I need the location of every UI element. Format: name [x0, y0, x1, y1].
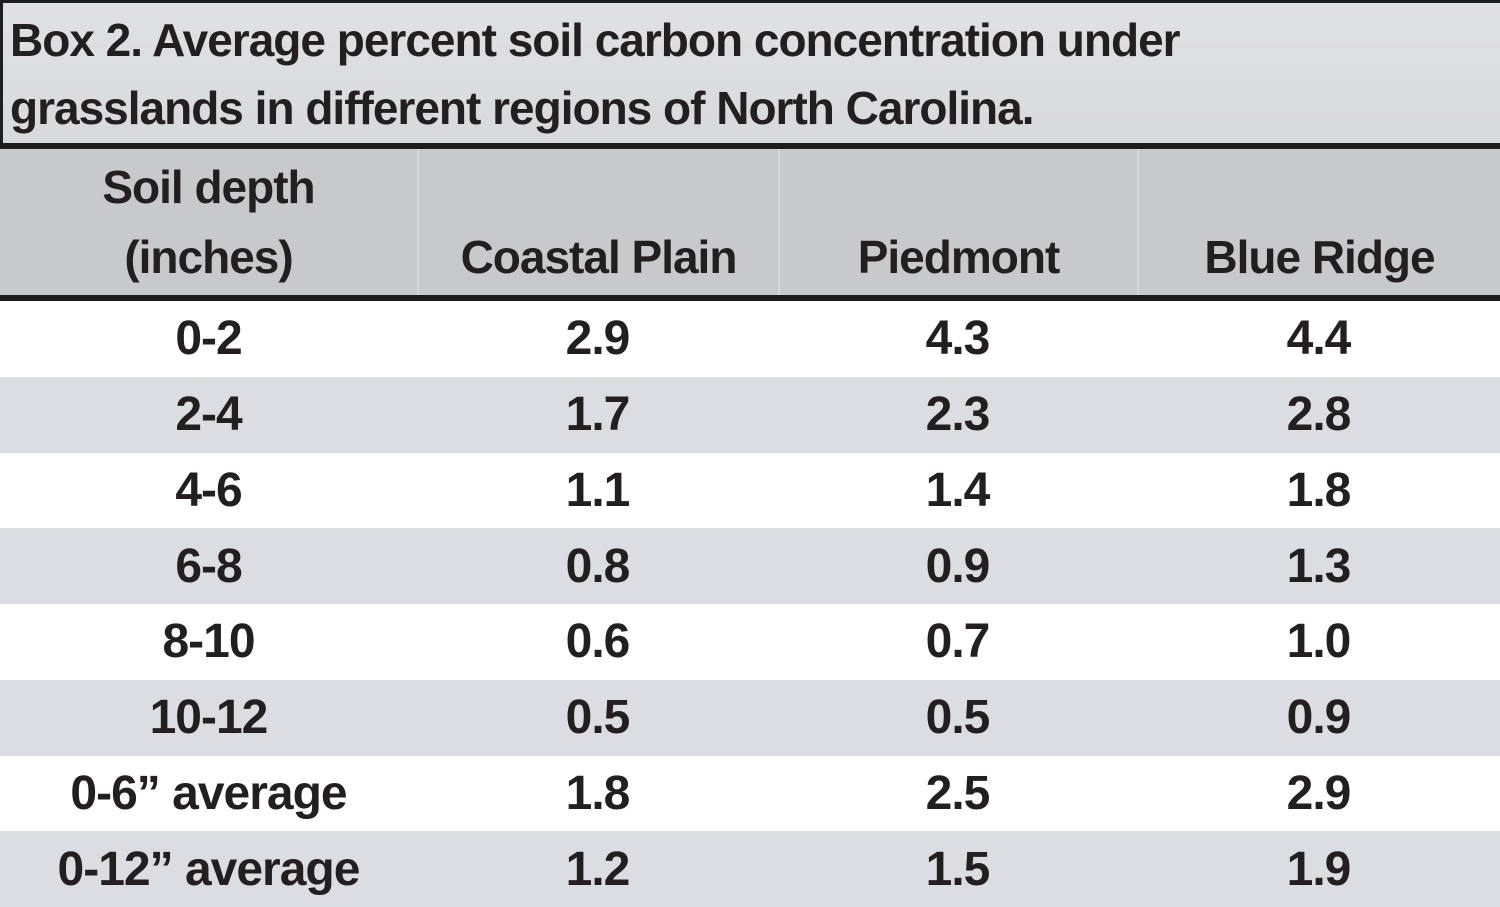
cell-depth: 0-12” average [57, 842, 361, 896]
column-header-piedmont-label: Piedmont [857, 231, 1061, 283]
column-header-coastal-plain-label: Coastal Plain [460, 231, 738, 283]
table-row-0-12-average: 0-12” average 1.2 1.5 1.9 [0, 831, 1500, 907]
table-row-0-2: 0-2 2.9 4.3 4.4 [0, 301, 1500, 377]
cell-blue-ridge: 2.8 [1286, 388, 1352, 442]
cell-coastal-plain: 1.1 [565, 463, 631, 517]
cell-blue-ridge: 1.3 [1286, 539, 1352, 593]
table-row-10-12: 10-12 0.5 0.5 0.9 [0, 679, 1500, 756]
cell-depth: 0-2 [175, 312, 242, 366]
cell-piedmont: 1.5 [925, 842, 991, 896]
cell-coastal-plain: 0.8 [565, 539, 631, 593]
cell-depth: 10-12 [149, 691, 269, 745]
figure-title-line-1: Box 2. Average percent soil carbon conce… [10, 14, 1181, 66]
cell-blue-ridge: 0.9 [1286, 691, 1352, 745]
cell-depth: 0-6” average [70, 766, 347, 820]
cell-blue-ridge: 1.8 [1286, 463, 1352, 517]
cell-piedmont: 0.5 [925, 691, 991, 745]
cell-piedmont: 2.5 [925, 766, 991, 820]
horizontal-rule-top [0, 143, 1500, 149]
cell-blue-ridge: 4.4 [1286, 312, 1352, 366]
cell-blue-ridge: 1.0 [1286, 615, 1352, 669]
table-body: 0-2 2.9 4.3 4.4 2-4 1.7 2.3 2.8 4-6 1.1 … [0, 301, 1500, 907]
column-header-blue-ridge: Blue Ridge [1137, 149, 1500, 295]
cell-coastal-plain: 1.2 [565, 842, 631, 896]
column-header-soil-depth-line2: (inches) [124, 231, 293, 283]
cell-depth: 2-4 [175, 388, 242, 442]
column-header-soil-depth: Soil depth (inches) [0, 149, 417, 295]
column-header-soil-depth-line1: Soil depth [102, 161, 315, 213]
cell-coastal-plain: 1.7 [565, 388, 631, 442]
cell-piedmont: 2.3 [925, 388, 991, 442]
cell-blue-ridge: 1.9 [1286, 842, 1352, 896]
table-row-0-6-average: 0-6” average 1.8 2.5 2.9 [0, 755, 1500, 832]
cell-blue-ridge: 2.9 [1286, 766, 1352, 820]
cell-depth: 8-10 [162, 615, 255, 669]
cell-depth: 6-8 [175, 539, 242, 593]
cell-coastal-plain: 2.9 [565, 312, 631, 366]
figure-title-line-2: grasslands in different regions of North… [10, 82, 1034, 134]
cell-piedmont: 0.7 [925, 615, 991, 669]
column-header-blue-ridge-label: Blue Ridge [1204, 231, 1435, 283]
table-row-6-8: 6-8 0.8 0.9 1.3 [0, 528, 1500, 604]
cell-coastal-plain: 1.8 [565, 766, 631, 820]
cell-piedmont: 0.9 [925, 539, 991, 593]
cell-depth: 4-6 [175, 463, 242, 517]
cell-piedmont: 4.3 [925, 312, 991, 366]
column-header-piedmont: Piedmont [778, 149, 1137, 295]
figure-title: Box 2. Average percent soil carbon conce… [0, 0, 1500, 143]
table-row-2-4: 2-4 1.7 2.3 2.8 [0, 376, 1500, 453]
table-row-4-6: 4-6 1.1 1.4 1.8 [0, 452, 1500, 529]
table-header-row: Soil depth (inches) Coastal Plain Piedmo… [0, 149, 1500, 295]
cell-coastal-plain: 0.6 [565, 615, 631, 669]
table-row-8-10: 8-10 0.6 0.7 1.0 [0, 604, 1500, 680]
horizontal-rule-header-bottom [0, 295, 1500, 301]
cell-coastal-plain: 0.5 [565, 691, 631, 745]
column-header-coastal-plain: Coastal Plain [417, 149, 778, 295]
cell-piedmont: 1.4 [925, 463, 991, 517]
